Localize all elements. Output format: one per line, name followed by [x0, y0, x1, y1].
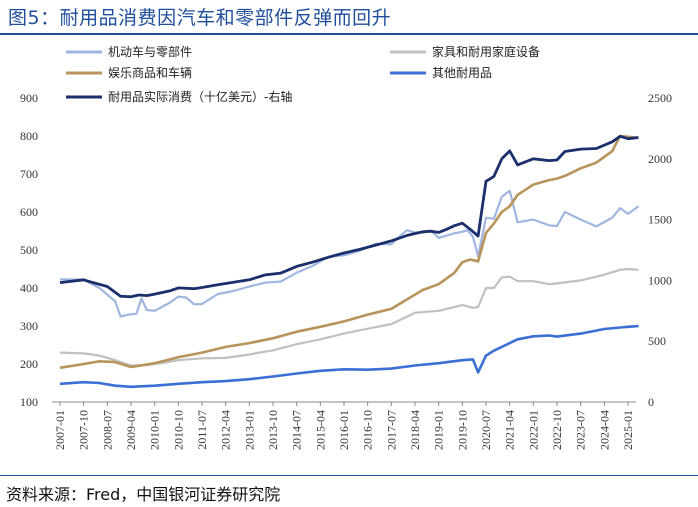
x-tick-label: 2017-07 [384, 410, 398, 450]
x-tick-label: 2019-01 [432, 410, 446, 450]
x-tick-label: 2020-07 [479, 410, 493, 450]
x-tick-label: 2015-04 [313, 410, 327, 450]
line-chart: 100 200 300 400 500 600 700 800 900 0 500 1000 1500… [20, 44, 672, 450]
chart-title: 图5：耐用品消费因汽车和零部件反弹而回升 [8, 7, 392, 29]
y-left-tick-label: 100 [20, 395, 38, 409]
x-tick-label: 2007-10 [77, 410, 91, 450]
y-right-tick-label: 2500 [648, 91, 672, 105]
y-left-tick-label: 300 [20, 319, 38, 333]
series-line-3 [59, 134, 639, 370]
y-right-tick-label: 0 [648, 395, 654, 409]
y-left-axis: 100 200 300 400 500 600 700 800 900 [20, 91, 38, 409]
x-tick-label: 2010-01 [148, 410, 162, 450]
source-note: 资料来源：Fred，中国银河证券研究院 [6, 485, 281, 504]
y-left-tick-label: 800 [20, 129, 38, 143]
x-tick-label: 2014-07 [290, 410, 304, 450]
x-tick-label: 2024-04 [597, 410, 611, 450]
source-rule [0, 475, 698, 476]
x-tick-label: 2009-04 [124, 410, 138, 450]
x-tick-label: 2013-01 [242, 410, 256, 450]
y-left-tick-label: 700 [20, 167, 38, 181]
x-tick-label: 2025-01 [621, 410, 635, 450]
y-left-tick-label: 900 [20, 91, 38, 105]
y-right-tick-label: 500 [648, 334, 666, 348]
series-line-2 [59, 267, 639, 367]
series-line-4 [59, 324, 639, 389]
x-tick-label: 2016-10 [361, 410, 375, 450]
x-tick-label: 2022-01 [526, 410, 540, 450]
x-tick-label: 2023-07 [574, 410, 588, 450]
y-right-tick-label: 1000 [648, 273, 672, 287]
x-tick-label: 2022-10 [550, 410, 564, 450]
x-tick-label: 2018-04 [408, 410, 422, 450]
x-tick-label: 2012-04 [219, 410, 233, 450]
legend-label: 家具和耐用家庭设备 [432, 44, 540, 59]
x-tick-label: 2011-07 [195, 410, 209, 450]
x-tick-label: 2019-10 [455, 410, 469, 450]
series-lines [59, 134, 640, 389]
x-tick-label: 2021-04 [503, 410, 517, 450]
legend-label: 机动车与零部件 [108, 44, 192, 59]
x-tick-label: 2007-01 [53, 410, 67, 450]
x-tick-label: 2008-07 [100, 410, 114, 450]
y-right-tick-label: 2000 [648, 152, 672, 166]
title-rule [0, 33, 698, 35]
y-right-axis: 0 500 1000 1500 2000 2500 [648, 91, 672, 409]
y-left-tick-label: 200 [20, 357, 38, 371]
x-axis: 2007-01 2007-10 2008-07 2009-04 2010-01 2010-… [53, 402, 635, 450]
x-tick-label: 2013-10 [266, 410, 280, 450]
y-right-tick-label: 1500 [648, 213, 672, 227]
series-line-5 [59, 134, 639, 299]
legend-label: 耐用品实际消费（十亿美元）-右轴 [108, 89, 292, 104]
x-tick-label: 2016-01 [337, 410, 351, 450]
legend-label: 娱乐商品和车辆 [108, 65, 192, 80]
y-left-tick-label: 500 [20, 243, 38, 257]
x-tick-label: 2010-10 [171, 410, 185, 450]
y-left-tick-label: 600 [20, 205, 38, 219]
y-left-tick-label: 400 [20, 281, 38, 295]
series-line-1 [59, 189, 640, 318]
legend-label: 其他耐用品 [432, 66, 492, 80]
